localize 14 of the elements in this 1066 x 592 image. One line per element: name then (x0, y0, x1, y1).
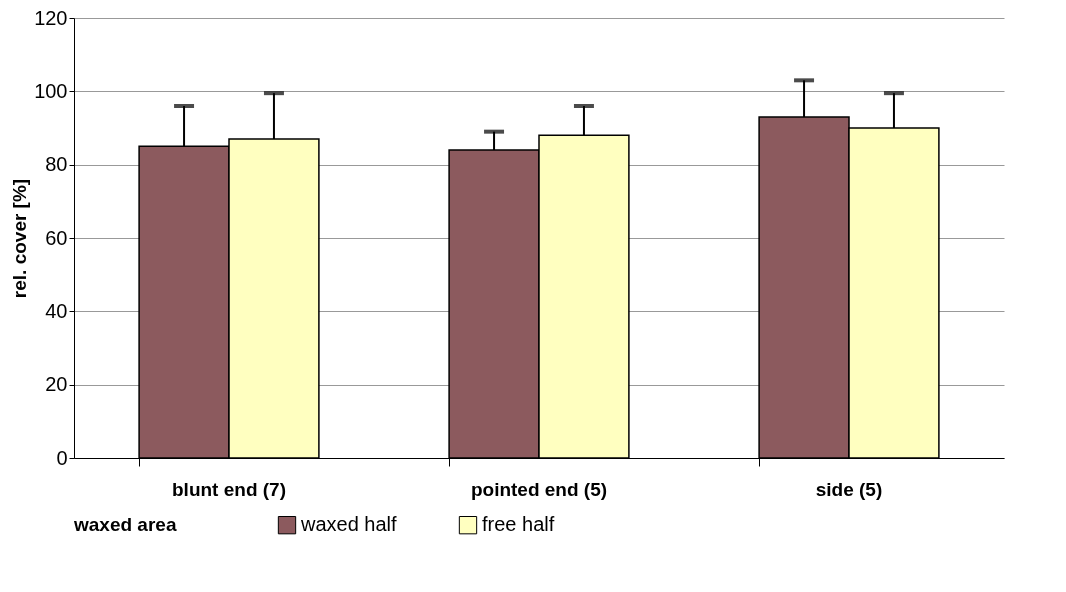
y-tick-label: 80 (45, 153, 68, 176)
y-tick-label: 20 (45, 373, 68, 396)
x-tick-label: blunt end (7) (172, 478, 286, 500)
legend-label: free half (482, 513, 555, 536)
y-tick-label: 40 (45, 299, 68, 322)
legend-title: waxed area (73, 514, 177, 535)
x-tick-label: side (5) (815, 478, 883, 500)
legend-label: waxed half (300, 513, 398, 536)
x-tick-label: pointed end (5) (470, 478, 608, 500)
y-tick-label: 100 (34, 79, 68, 102)
y-tick-label: 120 (34, 6, 68, 29)
y-tick-label: 60 (45, 226, 68, 249)
y-axis-title: rel. cover [%] (9, 178, 31, 299)
y-tick-label: 0 (56, 446, 68, 469)
